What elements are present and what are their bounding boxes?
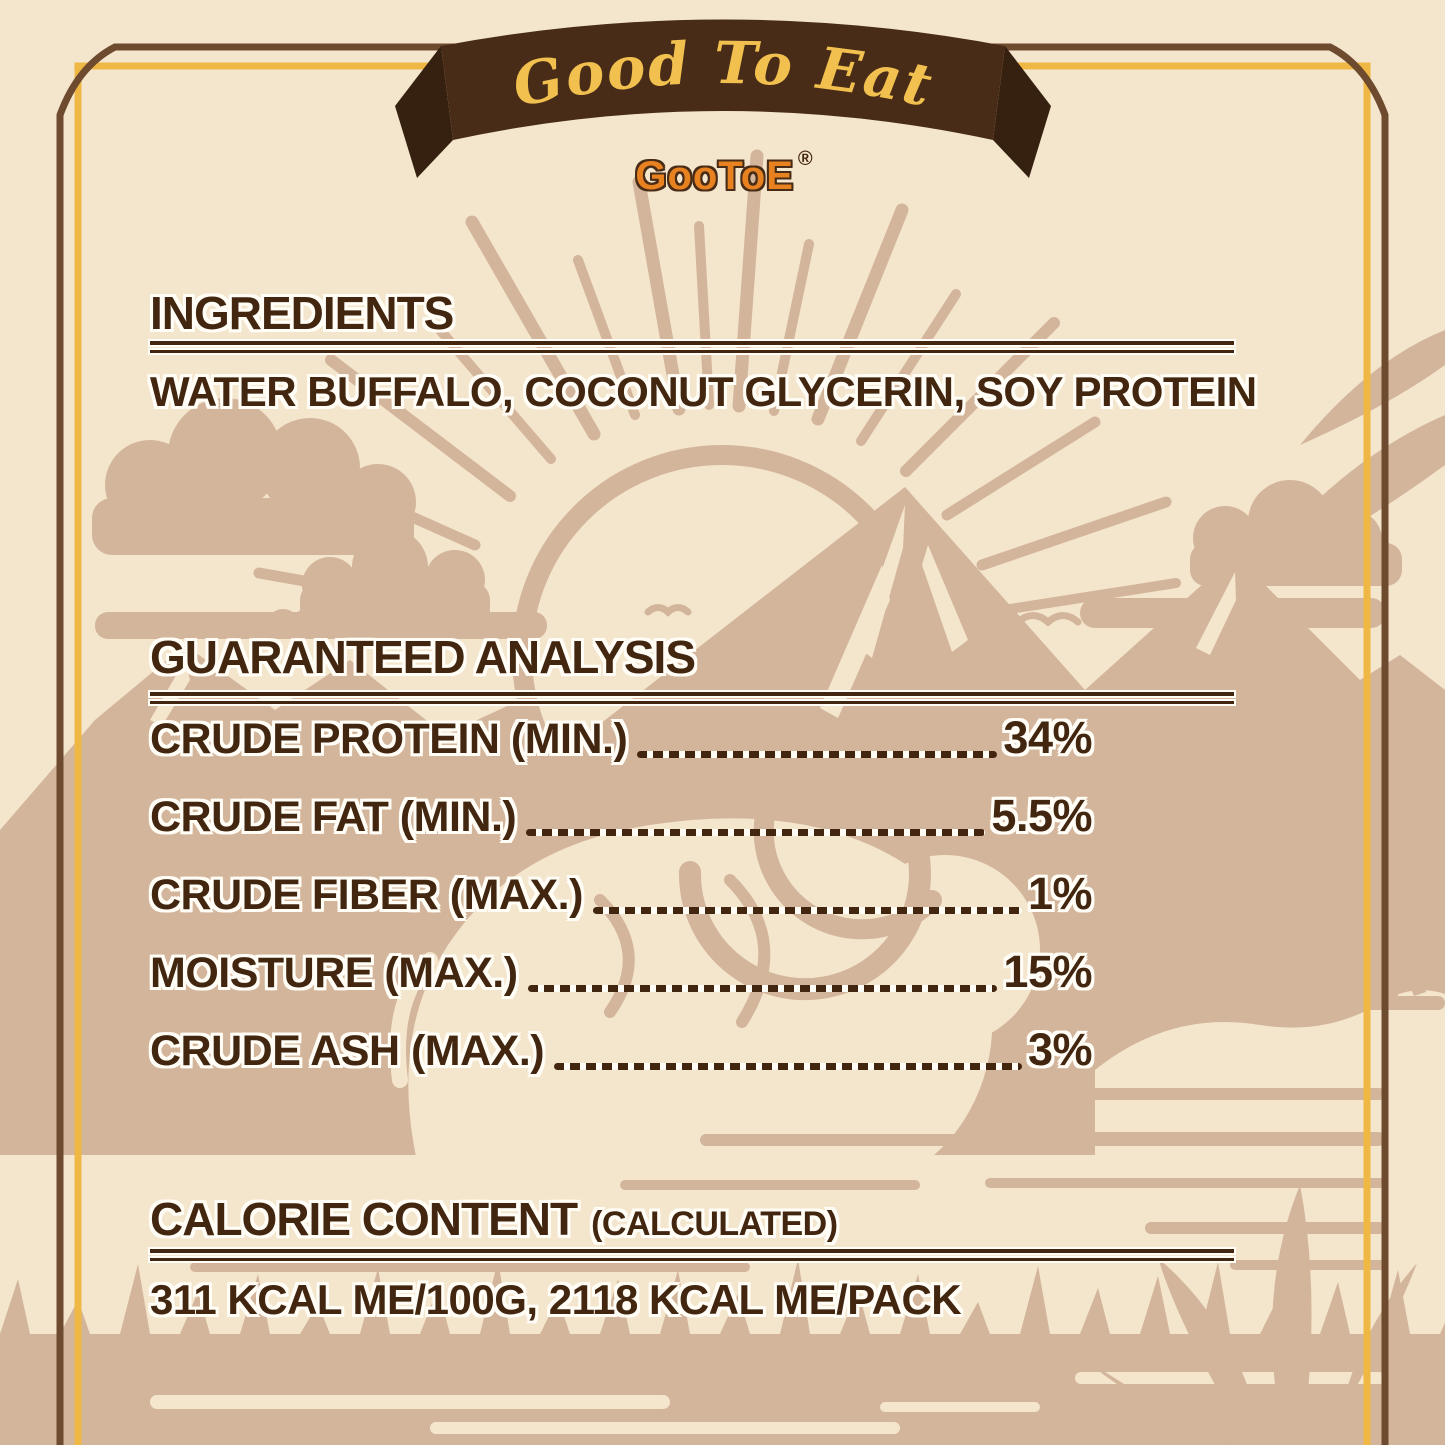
analysis-row: CRUDE PROTEIN (MIN.) 34% (150, 712, 1092, 764)
side-leaves-illustration (1238, 330, 1445, 590)
calorie-text: 311 KCAL ME/100G, 2118 KCAL ME/PACK (150, 1276, 962, 1323)
calorie-heading: CALORIE CONTENT (150, 1193, 578, 1245)
analysis-row: CRUDE FAT (MIN.) 5.5% (150, 790, 1092, 842)
ingredients-text: WATER BUFFALO, COCONUT GLYCERIN, SOY PRO… (150, 368, 1257, 415)
analysis-value: 1% (1027, 868, 1093, 919)
analysis-value: 3% (1027, 1024, 1093, 1075)
calorie-divider (150, 1249, 1234, 1261)
calorie-qualifier: (CALCULATED) (591, 1205, 838, 1243)
analysis-heading: GUARANTEED ANALYSIS (150, 631, 696, 683)
sun-rays-illustration (253, 149, 1181, 615)
water-lines-illustration (190, 1088, 1385, 1272)
analysis-label: CRUDE PROTEIN (MIN.) (150, 715, 628, 763)
analysis-value: 15% (1003, 946, 1092, 997)
analysis-label: CRUDE FIBER (MAX.) (150, 871, 583, 919)
analysis-label: CRUDE FAT (MIN.) (150, 793, 517, 841)
analysis-row: MOISTURE (MAX.) 15% (150, 946, 1092, 998)
analysis-value: 34% (1003, 712, 1092, 763)
dotted-leader (637, 751, 998, 758)
dotted-leader (554, 1063, 1022, 1070)
analysis-row: CRUDE FIBER (MAX.) 1% (150, 868, 1093, 920)
analysis-label: CRUDE ASH (MAX.) (150, 1027, 545, 1075)
registered-mark: ® (797, 147, 814, 170)
analysis-label: MOISTURE (MAX.) (150, 949, 518, 997)
dotted-leader (526, 829, 986, 836)
analysis-divider (150, 692, 1234, 704)
analysis-row: CRUDE ASH (MAX.) 3% (150, 1024, 1093, 1076)
analysis-value: 5.5% (991, 790, 1092, 841)
brand-name: GooToE (635, 154, 794, 198)
ingredients-heading: INGREDIENTS (150, 287, 454, 339)
water-buffalo-illustration (390, 752, 1040, 1237)
brand-banner: Good To Eat GooToE ® (393, 8, 1053, 223)
calorie-heading-group: CALORIE CONTENT (CALCULATED) (150, 1192, 838, 1246)
grazing-animal-illustration (1095, 941, 1445, 1155)
ribbon-icon: Good To Eat (394, 19, 1051, 178)
dotted-leader (592, 907, 1022, 914)
dotted-leader (527, 985, 998, 992)
brand-logo: GooToE ® (393, 148, 1053, 199)
ingredients-divider (150, 341, 1234, 353)
